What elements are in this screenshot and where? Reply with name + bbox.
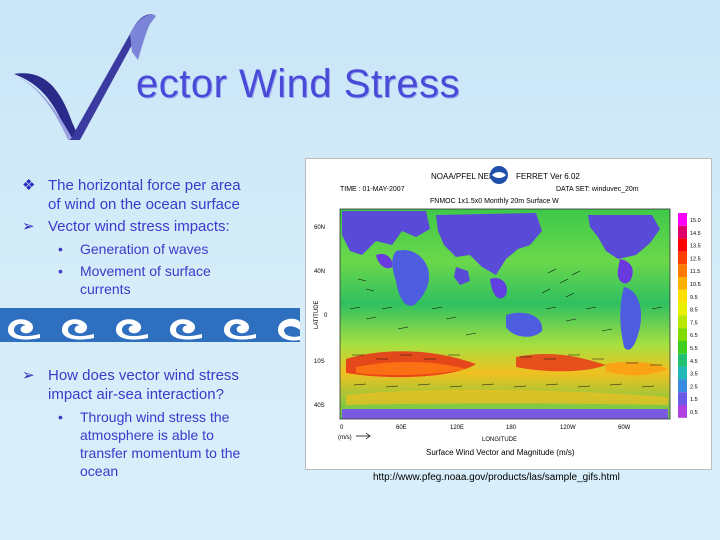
colorbar-label: 10.5: [690, 282, 701, 288]
dot-bullet-icon: •: [58, 409, 63, 425]
wind-map-svg: NOAA/PFEL NEPS FERRET Ver 6.02 TIME : 01…: [314, 166, 701, 457]
map-subtitle: FNMOC 1x1.5x0 Monthly 20m Surface W: [430, 198, 559, 205]
map-time-label: TIME : 01-MAY-2007: [340, 186, 405, 193]
bullet-text: of wind on the ocean surface: [48, 196, 240, 213]
colorbar-swatch: [678, 251, 687, 265]
lat-tick: 0: [324, 313, 328, 319]
colorbar-label: 13.5: [690, 244, 701, 250]
bullet-list-top: ❖ The horizontal force per area of wind …: [20, 176, 300, 298]
colorbar-swatch: [678, 213, 687, 226]
colorbar-swatch: [678, 392, 687, 405]
colorbar-swatch: [678, 379, 687, 393]
lat-tick: 40S: [314, 403, 325, 409]
colorbar-label: 3.5: [690, 372, 698, 378]
map-dataset-label: DATA SET: winduvec_20m: [556, 186, 639, 193]
lat-tick: 60N: [314, 225, 325, 231]
colorbar-swatch: [678, 315, 687, 329]
lat-tick: 10S: [314, 359, 325, 365]
bullet-text: How does vector wind stress: [48, 367, 239, 384]
colorbar-label: 15.0: [690, 218, 701, 224]
colorbar-swatch: [678, 366, 687, 380]
lat-axis-label: LATITUDE: [314, 300, 320, 329]
colorbar-swatch: [678, 225, 687, 239]
lon-tick: 0: [340, 425, 344, 431]
arrow-bullet-icon: ➢: [22, 367, 35, 384]
wind-map-figure: NOAA/PFEL NEPS FERRET Ver 6.02 TIME : 01…: [305, 158, 712, 470]
colorbar-swatch: [678, 277, 687, 290]
sub-bullet-text: Movement of surface: [80, 263, 211, 279]
bullet-question: ➢ How does vector wind stress impact air…: [20, 366, 305, 404]
lon-tick: 120E: [450, 425, 464, 431]
map-header-title: NOAA/PFEL NEPS: [431, 172, 500, 181]
colorbar-label: 14.5: [690, 231, 701, 237]
map-header-software: FERRET Ver 6.02: [516, 172, 580, 181]
lon-axis-label: LONGITUDE: [482, 437, 517, 443]
wind-vector-arrows: [349, 268, 663, 388]
colorbar-label: 6.5: [690, 333, 698, 339]
bullet-text: impact air-sea interaction?: [48, 386, 224, 403]
scale-units-label: (m/s): [338, 435, 352, 441]
source-url: http://www.pfeg.noaa.gov/products/las/sa…: [373, 472, 620, 483]
sub-bullet-text: Generation of waves: [80, 241, 209, 257]
scale-arrow-icon: [356, 432, 371, 440]
diamond-bullet-icon: ❖: [22, 177, 36, 194]
lat-tick: 40N: [314, 269, 325, 275]
colorbar-swatch: [678, 264, 687, 277]
colorbar-label: 11.5: [690, 269, 700, 275]
colorbar-swatch: [678, 302, 687, 316]
wave-decoration-icon: [0, 308, 300, 342]
slide-title: ector Wind Stress: [136, 62, 461, 106]
lon-tick: 120W: [560, 425, 576, 431]
sub-bullet-text: Through wind stress the: [80, 409, 230, 425]
colorbar-label: 1.5: [690, 397, 698, 403]
sub-bullet-text: transfer momentum to the: [80, 445, 241, 461]
lon-tick: 60W: [618, 425, 631, 431]
colorbar-label: 8.5: [690, 308, 698, 314]
colorbar-label: 2.5: [690, 384, 698, 390]
bullet-text: Vector wind stress impacts:: [48, 218, 230, 235]
colorbar-swatch: [678, 405, 687, 418]
colorbar-label: 4.5: [690, 359, 698, 365]
lon-tick: 60E: [396, 425, 407, 431]
sub-bullet-text: atmosphere is able to: [80, 427, 214, 443]
bullet-definition: ❖ The horizontal force per area of wind …: [20, 176, 300, 214]
dot-bullet-icon: •: [58, 263, 63, 279]
map-caption: Surface Wind Vector and Magnitude (m/s): [426, 448, 575, 457]
colorbar-label: 9.5: [690, 295, 698, 301]
colorbar: 15.0 14.5 13.5 12.5 11.5 10.5 9.5 8.5 7.5 6.5 5.5 4…: [678, 213, 701, 418]
lon-tick: 180: [506, 425, 517, 431]
colorbar-swatch: [678, 341, 687, 354]
colorbar-swatch: [678, 238, 687, 252]
bullet-list-bottom: ➢ How does vector wind stress impact air…: [20, 366, 305, 480]
colorbar-label: 0.5: [690, 410, 698, 416]
colorbar-swatch: [678, 353, 687, 367]
sub-bullet-text: ocean: [80, 463, 119, 479]
dot-bullet-icon: •: [58, 241, 63, 257]
colorbar-label: 12.5: [690, 256, 701, 262]
sub-bullet-currents: • Movement of surface currents: [20, 262, 300, 298]
colorbar-swatch: [678, 289, 687, 303]
bullet-text: The horizontal force per area: [48, 177, 241, 194]
sub-bullet-momentum: • Through wind stress the atmosphere is …: [20, 408, 305, 480]
sub-bullet-text: currents: [80, 281, 131, 297]
colorbar-swatch: [678, 328, 687, 341]
arrow-bullet-icon: ➢: [22, 218, 35, 235]
v-logo-icon: [14, 14, 156, 140]
colorbar-label: 5.5: [690, 346, 698, 352]
bullet-impacts: ➢ Vector wind stress impacts:: [20, 217, 300, 236]
sub-bullet-waves: • Generation of waves: [20, 240, 300, 258]
colorbar-label: 7.5: [690, 320, 698, 326]
